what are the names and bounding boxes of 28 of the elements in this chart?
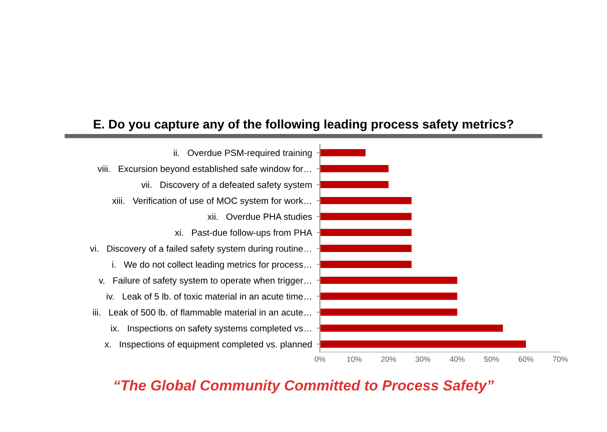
y-tick-label: iii. Leak of 500 lb. of flammable material in an acute… (93, 308, 312, 316)
y-tick-label: xii. Overdue PHA studies (207, 213, 312, 220)
y-tick-label: ii. Overdue PSM-required training (174, 149, 312, 158)
bar (320, 292, 458, 300)
bar (320, 149, 366, 156)
y-tick-label: x. Inspections of equipment completed vs. planned (104, 340, 312, 350)
bar (320, 340, 526, 348)
bar (320, 165, 389, 172)
y-tick-label: iv. Leak of 5 lb. of toxic material in an acute time… (106, 292, 312, 300)
y-tick-label: v. Failure of safety system to operate when trigger… (98, 277, 312, 286)
text: “The Global Community Committed to Process Safety” (114, 380, 494, 394)
bar (320, 324, 503, 332)
y-tick-label: vii. Discovery of a defeated safety system (141, 181, 312, 190)
bar (320, 260, 412, 268)
bar (320, 181, 389, 188)
y-tick-label: viii. Excursion beyond established safe window for… (98, 165, 312, 174)
y-tick-label: xiii. Verification of use of MOC system for work… (112, 197, 312, 206)
bar (320, 244, 412, 252)
y-tick-label: ix. Inspections on safety systems completed vs… (111, 324, 312, 334)
bar (320, 276, 458, 284)
bar (320, 196, 412, 204)
bar (320, 212, 412, 220)
bar (320, 228, 412, 236)
y-tick-label: vi. Discovery of a failed safety system during routine… (90, 245, 312, 254)
bar (320, 308, 458, 316)
y-tick-label: xi. Past-due follow-ups from PHA (174, 229, 312, 238)
y-tick-label: i. We do not collect leading metrics for process… (112, 261, 312, 270)
chart-title: E. Do you capture any of the following leading process safety metrics? (94, 119, 514, 132)
